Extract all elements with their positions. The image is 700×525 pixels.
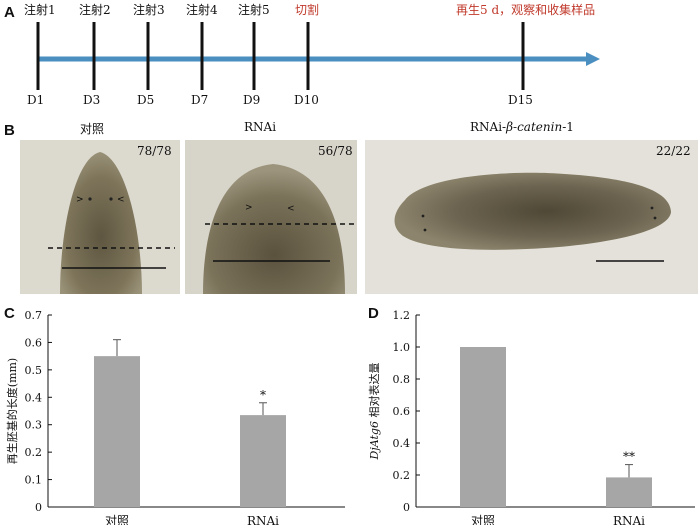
x-tick-label-0: 对照 xyxy=(471,514,495,525)
count-rnai: 56/78 xyxy=(318,144,353,158)
timeline-arrow-head xyxy=(586,52,600,66)
significance-mark-1: * xyxy=(260,388,266,402)
image-title-beta-catenin: RNAi-β-catenin-1 xyxy=(470,120,574,134)
count-beta-catenin: 22/22 xyxy=(656,144,691,158)
chart-d: 0 0.2 0.4 0.6 0.8 1.0 1.2 对照 ** RNAi DjAtg6 相对表达量 xyxy=(367,309,695,525)
y-tick-label: 0.6 xyxy=(25,336,43,349)
svg-text:>: > xyxy=(76,195,84,205)
worm-beta-catenin-drawing xyxy=(394,172,671,262)
injection-label-2: 注射2 xyxy=(79,3,111,17)
x-tick-label-1: RNAi xyxy=(247,514,279,525)
bar-1 xyxy=(606,477,652,507)
panel-d-label: D xyxy=(368,305,379,322)
injection-label-4: 注射4 xyxy=(186,3,218,17)
panel-b-label: B xyxy=(4,122,15,139)
y-tick-label: 0.8 xyxy=(393,373,411,386)
injection-label-5: 注射5 xyxy=(238,3,270,17)
day-label-d9: D9 xyxy=(243,93,261,107)
y-tick-label: 0.2 xyxy=(393,469,411,482)
photo-control: > < xyxy=(20,140,180,294)
y-tick-label: 0.4 xyxy=(393,437,411,450)
y-tick-label: 1.0 xyxy=(393,341,411,354)
chart-c: 0 0.1 0.2 0.3 0.4 0.5 0.6 0.7 对照 * RNAi 再生胚基的长度(mm) xyxy=(5,309,345,525)
day-label-d15: D15 xyxy=(508,93,533,107)
svg-text:>: > xyxy=(245,203,253,213)
photo-beta-catenin xyxy=(365,140,698,294)
y-tick-label: 0.4 xyxy=(25,391,43,404)
y-axis-label-rest: 相对表达量 xyxy=(367,363,381,422)
image-title-rnai: RNAi xyxy=(244,120,277,134)
count-control: 78/78 xyxy=(137,144,172,158)
photo-rnai: > < xyxy=(185,140,357,294)
y-tick-label: 0.3 xyxy=(25,419,43,432)
cut-label: 切割 xyxy=(295,3,320,17)
worm-rnai-drawing: > < xyxy=(203,164,355,294)
worm-control-drawing: > < xyxy=(48,152,175,294)
bar-0 xyxy=(460,347,506,507)
y-tick-label: 0.1 xyxy=(25,474,43,487)
y-tick-label: 0 xyxy=(403,501,410,514)
y-tick-label: 0.6 xyxy=(393,405,411,418)
svg-text:<: < xyxy=(117,195,125,205)
timeline-graphic xyxy=(36,22,600,90)
day-label-d7: D7 xyxy=(191,93,209,107)
y-tick-label: 0.2 xyxy=(25,446,43,459)
injection-label-3: 注射3 xyxy=(133,3,165,17)
svg-text:<: < xyxy=(287,204,295,214)
y-axis-label: DjAtg6 相对表达量 xyxy=(367,363,381,461)
y-tick-label: 0.5 xyxy=(25,364,43,377)
day-label-d3: D3 xyxy=(83,93,101,107)
x-tick-label-1: RNAi xyxy=(613,514,645,525)
y-tick-label: 0.7 xyxy=(25,309,43,322)
injection-label-1: 注射1 xyxy=(24,3,56,17)
x-tick-label-0: 对照 xyxy=(105,514,129,525)
y-axis-label-italic: DjAtg6 xyxy=(368,421,381,460)
y-axis-label: 再生胚基的长度(mm) xyxy=(5,358,19,464)
day-label-d10: D10 xyxy=(294,93,319,107)
y-tick-label: 1.2 xyxy=(393,309,411,322)
bar-1 xyxy=(240,415,286,507)
significance-mark-1: ** xyxy=(623,450,635,464)
day-label-d1: D1 xyxy=(27,93,45,107)
bar-0 xyxy=(94,356,140,507)
day-label-d5: D5 xyxy=(137,93,155,107)
panel-c-label: C xyxy=(4,305,15,322)
panel-a-label: A xyxy=(4,4,15,21)
y-tick-label: 0 xyxy=(35,501,42,514)
regen-label: 再生5 d，观察和收集样品 xyxy=(456,3,596,17)
image-title-control: 对照 xyxy=(80,122,105,136)
